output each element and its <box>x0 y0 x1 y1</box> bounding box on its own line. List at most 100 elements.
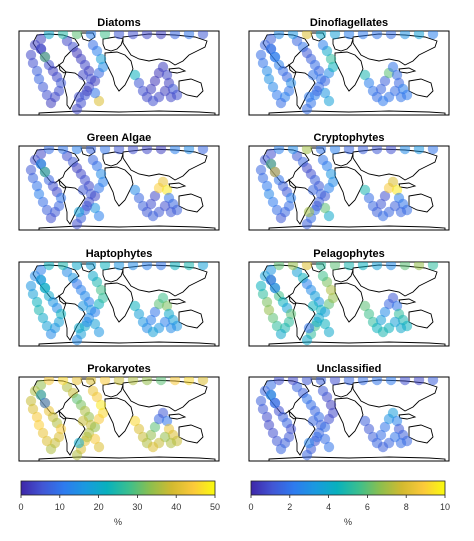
station-point <box>129 184 141 196</box>
station-point <box>133 77 145 89</box>
station-point <box>271 435 283 447</box>
station-point <box>371 262 383 271</box>
station-point <box>95 168 107 180</box>
panel-title: Pelagophytes <box>313 248 385 260</box>
station-point <box>307 415 319 427</box>
station-point <box>169 146 181 155</box>
station-point <box>147 210 159 222</box>
station-point <box>325 284 337 296</box>
station-point <box>129 415 141 427</box>
station-point <box>371 377 383 386</box>
station-point <box>133 423 145 435</box>
station-point <box>319 87 331 99</box>
colorbar: 0 10 20 30 40 50% <box>18 480 220 527</box>
station-point <box>147 326 159 338</box>
coastline <box>288 294 297 305</box>
station-point <box>399 262 411 271</box>
panel-title: Unclassified <box>317 363 382 375</box>
colorbar-tick-label: 50 <box>210 502 220 512</box>
station-point <box>325 399 337 411</box>
station-point <box>379 75 391 87</box>
station-point <box>319 318 331 330</box>
station-point <box>55 77 67 89</box>
station-point <box>261 180 273 192</box>
station-point <box>377 95 389 107</box>
station-point <box>267 312 279 324</box>
station-point <box>85 146 97 155</box>
map-panels: Diatoms Dinoflagellates Green Algae Cryptop… <box>18 17 450 462</box>
station-point <box>141 146 153 155</box>
station-point <box>257 57 269 69</box>
station-point <box>93 210 105 222</box>
station-point <box>285 423 297 435</box>
station-point <box>311 431 323 443</box>
coastline <box>334 282 364 323</box>
map-panel: Cryptophytes <box>248 132 450 231</box>
station-point <box>43 31 55 40</box>
station-point <box>81 85 93 97</box>
station-point <box>287 262 299 271</box>
station-point <box>89 306 101 318</box>
station-point <box>27 403 39 415</box>
coastline <box>38 456 216 461</box>
station-point <box>89 190 101 202</box>
station-point <box>129 300 141 312</box>
station-point <box>197 262 209 271</box>
station-point <box>127 31 139 40</box>
station-point <box>149 75 161 87</box>
station-point <box>385 262 397 271</box>
station-point <box>269 51 281 63</box>
station-point <box>33 73 45 85</box>
station-point <box>33 188 45 200</box>
station-point <box>303 91 315 103</box>
station-point <box>261 296 273 308</box>
station-point <box>315 262 327 271</box>
station-point <box>285 192 297 204</box>
station-point <box>73 206 85 218</box>
station-point <box>71 146 83 155</box>
station-point <box>343 262 355 271</box>
station-point <box>315 377 327 386</box>
station-point <box>363 192 375 204</box>
station-point <box>41 89 53 101</box>
station-point <box>327 292 339 304</box>
colorbar-tick-label: 10 <box>440 502 450 512</box>
station-point <box>25 280 37 292</box>
station-point <box>399 146 411 155</box>
station-point <box>99 377 111 386</box>
station-point <box>183 262 195 271</box>
station-point <box>39 397 51 409</box>
station-point <box>265 158 277 170</box>
station-point <box>145 83 157 95</box>
station-point <box>261 65 273 77</box>
station-point <box>35 379 47 391</box>
station-point <box>303 206 315 218</box>
station-point <box>157 407 169 419</box>
station-point <box>39 51 51 63</box>
station-point <box>155 377 167 386</box>
station-point <box>55 192 67 204</box>
colorbar: 0 2 4 6 8 10% <box>248 480 450 527</box>
coastline <box>58 178 67 189</box>
station-point <box>255 49 267 61</box>
station-point <box>399 377 411 386</box>
station-point <box>71 449 83 461</box>
station-point <box>149 190 161 202</box>
station-point <box>169 31 181 40</box>
station-point <box>271 320 283 332</box>
station-point <box>149 421 161 433</box>
station-point <box>41 435 53 447</box>
station-point <box>275 443 287 455</box>
station-point <box>329 377 341 386</box>
station-point <box>307 300 319 312</box>
station-point <box>31 296 43 308</box>
station-point <box>99 31 111 40</box>
station-point <box>273 262 285 271</box>
coastline <box>38 225 216 230</box>
station-point <box>269 397 281 409</box>
station-point <box>45 97 57 109</box>
station-point <box>161 69 173 81</box>
station-point <box>37 196 49 208</box>
station-point <box>387 407 399 419</box>
coastline <box>288 409 297 420</box>
